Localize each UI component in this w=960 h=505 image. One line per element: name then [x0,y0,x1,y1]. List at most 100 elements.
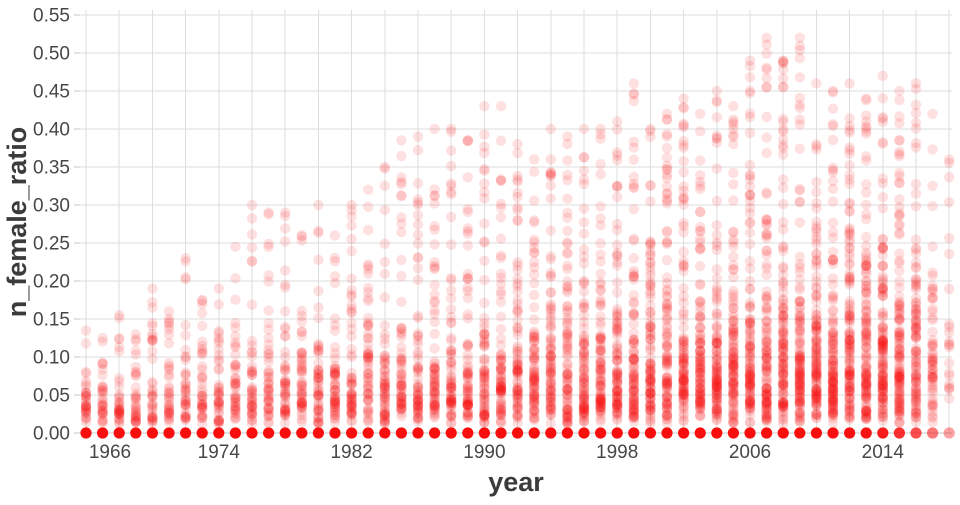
data-point [379,161,390,173]
data-point [296,384,307,395]
data-point [495,233,507,244]
data-point [97,386,108,397]
data-point [163,389,175,400]
data-point [346,408,357,420]
data-point [197,361,208,372]
data-point [163,407,175,418]
data-point [114,333,125,344]
data-point [213,327,224,339]
data-point [246,403,258,414]
data-point [728,289,739,300]
data-point [263,395,274,407]
data-point [230,404,241,416]
data-point [446,272,457,284]
data-point [877,404,888,415]
data-point [246,199,258,211]
data-point [462,365,473,377]
data-point [612,383,623,394]
data-point [595,279,606,290]
data-point [313,227,324,238]
data-point [910,411,922,422]
data-point [163,392,175,403]
data-point [429,308,440,320]
data-point [910,123,922,134]
data-point [446,160,457,172]
data-point [761,39,772,50]
data-point [213,401,224,412]
data-point [661,238,673,250]
zero-ratio-point [495,427,507,439]
data-point [180,394,191,405]
data-point [827,258,839,270]
data-point [678,142,689,153]
data-point [396,254,407,266]
data-point [280,323,291,335]
zero-ratio-point [429,427,441,439]
data-point [412,263,424,274]
data-point [363,268,374,279]
data-point [313,364,324,376]
data-point [180,415,191,426]
data-point [379,292,390,303]
data-point [678,181,689,192]
data-point [114,402,125,414]
data-point [296,386,307,398]
data-point [296,231,307,242]
data-point [280,306,291,317]
data-point [363,367,374,379]
data-point [479,193,490,204]
data-point [130,415,141,427]
data-point [197,412,208,423]
data-point [280,405,291,417]
data-point [97,357,108,368]
zero-ratio-point [196,427,208,439]
data-point [545,123,556,135]
data-point [512,278,523,289]
data-point [412,219,424,230]
data-point [130,411,141,423]
data-point [512,187,523,198]
data-point [811,310,822,321]
data-point [80,417,92,428]
data-point [578,228,590,239]
data-point [80,412,92,424]
data-point [794,274,805,285]
data-point [313,386,324,397]
data-point [197,295,208,307]
data-point [280,408,291,419]
data-point [230,392,241,404]
data-point [313,385,324,397]
data-point [329,384,341,396]
data-point [180,378,191,390]
data-point [910,261,922,273]
data-point [346,400,357,411]
data-point [329,399,341,410]
data-point [313,372,324,384]
data-point [346,376,357,387]
data-point [595,159,606,170]
data-point [263,383,274,394]
data-point [263,409,274,421]
data-point [827,196,839,207]
data-point [329,394,341,405]
data-point [230,378,241,389]
data-point [628,274,639,285]
data-point [114,391,125,403]
data-point [827,119,839,130]
data-point [363,388,374,400]
data-point [695,206,706,217]
data-point [263,276,274,287]
data-point [147,320,158,332]
data-point [695,244,706,255]
data-point [645,237,656,248]
data-point [612,218,623,230]
data-point [97,381,108,393]
data-point [246,406,258,417]
data-point [130,367,141,378]
data-point [213,344,224,355]
data-point [280,377,291,389]
data-point [263,403,274,415]
y-tick-label: 0.50 [33,44,70,65]
data-point [163,316,175,327]
data-point [927,334,938,346]
